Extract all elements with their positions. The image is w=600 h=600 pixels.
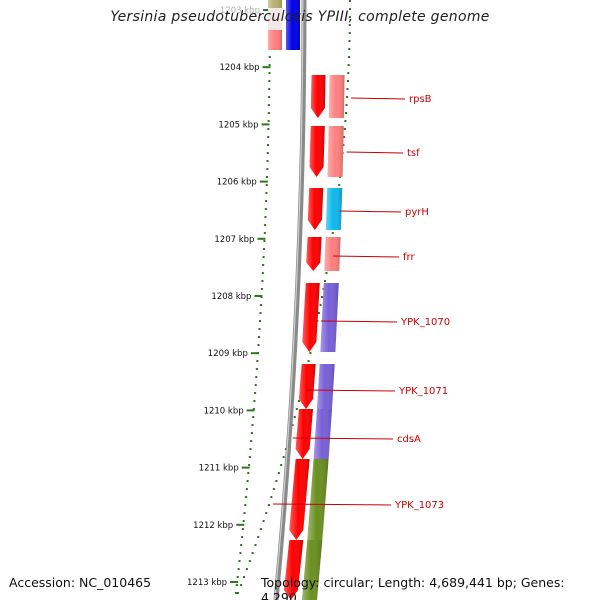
gene-label-pyrH: pyrH: [405, 207, 429, 218]
kbp-tick-label: 1207 kbp: [214, 235, 254, 245]
genome-summary-text: Topology: circular; Length: 4,689,441 bp…: [261, 575, 565, 600]
kbp-tick-label: 1206 kbp: [217, 178, 257, 188]
kbp-tick-label: 1208 kbp: [211, 292, 251, 302]
gene-leader-line: [321, 320, 398, 323]
gene-leader-line: [305, 389, 396, 392]
gene-leader-line: [272, 503, 392, 506]
gene-label-cdsA: cdsA: [397, 434, 421, 445]
map-title: Yersinia pseudotuberculosis YPIII, compl…: [110, 9, 490, 25]
kbp-tick-label: 1210 kbp: [204, 406, 244, 416]
accession-text: Accession: NC_010465: [9, 575, 152, 590]
kbp-tick-label: 1209 kbp: [208, 349, 248, 359]
gene-leader-line: [346, 151, 404, 154]
gene-label-YPK_1070: YPK_1070: [400, 317, 450, 328]
gene-label-rpsB: rpsB: [409, 94, 432, 105]
gene-leader-line: [339, 210, 402, 213]
gene-leader-line: [350, 97, 406, 100]
genome-backbone: [273, 0, 307, 600]
gene-label-frr: frr: [403, 252, 415, 263]
kbp-tick-label: 1213 kbp: [187, 578, 227, 588]
kbp-tick-label: 1211 kbp: [199, 464, 239, 474]
kbp-tick-label: 1204 kbp: [219, 63, 259, 73]
kbp-tick-label: 1205 kbp: [218, 120, 258, 130]
gene-leader-line: [292, 437, 394, 440]
gene-label-YPK_1073: YPK_1073: [394, 500, 444, 511]
gene-label-tsf: tsf: [407, 148, 420, 159]
gene-leader-line: [333, 255, 400, 258]
kbp-tick-label: 1212 kbp: [193, 521, 233, 531]
kbp-tick-label: 1203 kbp: [220, 6, 260, 16]
gene-label-YPK_1071: YPK_1071: [398, 386, 448, 397]
